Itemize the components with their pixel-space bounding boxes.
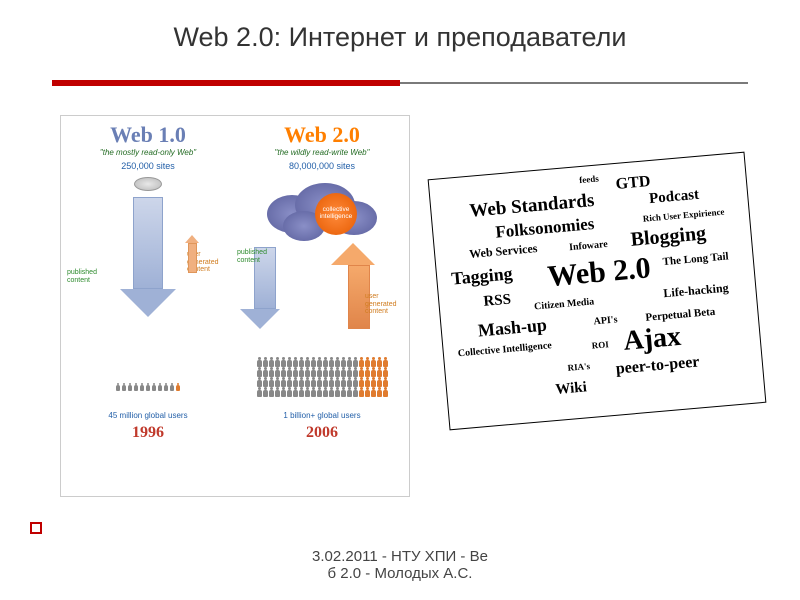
web2-people — [241, 357, 403, 397]
title-underline — [52, 80, 748, 90]
web2-subtitle: "the wildly read-write Web" — [235, 148, 409, 157]
cloud-label: collective intelligence — [315, 193, 357, 235]
web1-year: 1996 — [61, 424, 235, 442]
wordcloud-word: Collective Intelligence — [457, 340, 552, 359]
web1-users: 45 million global users — [61, 411, 235, 420]
wordcloud-word: RSS — [483, 292, 512, 311]
web2-wordcloud: feedsGTDWeb StandardsPodcastFolksonomies… — [428, 152, 767, 431]
wordcloud-word: The Long Tail — [662, 250, 729, 268]
web2-sites: 80,000,000 sites — [235, 161, 409, 171]
web1-subtitle: "the mostly read-only Web" — [61, 148, 235, 157]
web2-diagram: collective intelligence published conten… — [235, 177, 409, 407]
web1-heading: Web 1.0 — [61, 122, 235, 148]
web1-column: Web 1.0 "the mostly read-only Web" 250,0… — [61, 116, 235, 496]
wordcloud-word: Tagging — [450, 263, 513, 289]
wordcloud-word: Web 2.0 — [546, 251, 652, 294]
wordcloud-word: GTD — [615, 173, 651, 194]
web2-published-label: published content — [237, 249, 277, 264]
wordcloud-word: ROI — [591, 339, 609, 350]
web1-people — [78, 383, 218, 391]
wordcloud-word: feeds — [579, 173, 599, 185]
cloud-icon: collective intelligence — [267, 177, 377, 241]
wordcloud-word: Blogging — [630, 222, 707, 251]
wordcloud-word: Perpetual Beta — [645, 306, 716, 324]
wordcloud-word: Ajax — [622, 321, 682, 358]
wordcloud-word: RIA's — [567, 361, 590, 373]
wordcloud-word: API's — [593, 314, 618, 327]
bullet-icon — [30, 522, 42, 534]
wordcloud-word: Citizen Media — [534, 296, 595, 312]
wordcloud-word: Infoware — [569, 239, 609, 253]
web2-usergen-label: user generated content — [365, 293, 405, 316]
web2-year: 2006 — [235, 424, 409, 442]
page-title: Web 2.0: Интернет и преподаватели — [0, 22, 800, 53]
footer-line1: 3.02.2011 - НТУ ХПИ - Ве — [312, 548, 488, 565]
web1-sites: 250,000 sites — [61, 161, 235, 171]
wordcloud-word: Wiki — [555, 379, 588, 399]
wordcloud-word: Mash-up — [477, 315, 548, 342]
wordcloud-word: Podcast — [648, 187, 699, 208]
footer: 3.02.2011 - НТУ ХПИ - Ве б 2.0 - Молодых… — [0, 548, 800, 582]
web2-heading: Web 2.0 — [235, 122, 409, 148]
wordcloud-word: Rich User Expirience — [642, 207, 724, 224]
web-evolution-infographic: Web 1.0 "the mostly read-only Web" 250,0… — [60, 115, 410, 497]
wordcloud-word: Life-hacking — [663, 281, 729, 302]
web2-users: 1 billion+ global users — [235, 411, 409, 420]
web1-published-label: published content — [67, 269, 107, 284]
web1-diagram: published content user generated content — [61, 177, 235, 407]
web2-column: Web 2.0 "the wildly read-write Web" 80,0… — [235, 116, 409, 496]
footer-line2: б 2.0 - Молодых А.С. — [328, 565, 473, 582]
server-icon — [134, 177, 162, 191]
wordcloud-word: Web Services — [469, 241, 538, 262]
